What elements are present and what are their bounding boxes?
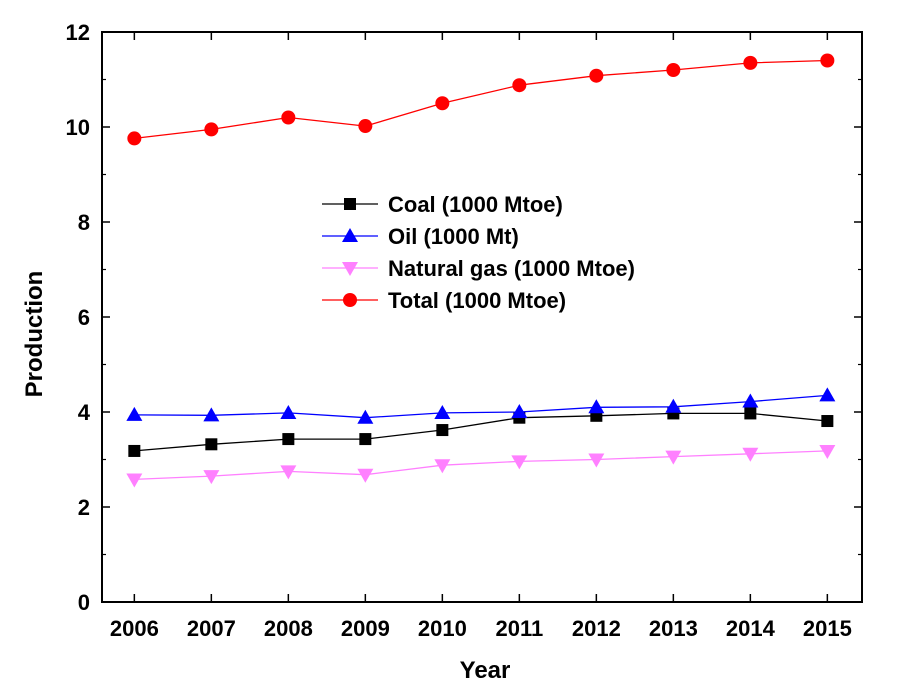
data-point xyxy=(203,470,220,485)
data-point xyxy=(435,96,450,111)
y-axis-title: Production xyxy=(21,271,48,398)
data-point xyxy=(359,433,372,446)
legend-label: Natural gas (1000 Mtoe) xyxy=(388,256,635,281)
data-point xyxy=(588,399,605,414)
data-point xyxy=(742,447,759,462)
data-point xyxy=(127,131,142,146)
data-point xyxy=(744,407,757,420)
data-point xyxy=(358,119,373,134)
legend-marker xyxy=(342,262,358,276)
data-point xyxy=(666,63,681,77)
data-point xyxy=(436,424,449,437)
y-tick-label: 6 xyxy=(78,305,90,330)
data-point xyxy=(819,444,836,459)
data-point xyxy=(203,407,220,422)
series-line xyxy=(134,412,828,452)
x-axis-title: Year xyxy=(460,657,511,684)
y-tick-label: 0 xyxy=(78,590,90,615)
y-tick-label: 10 xyxy=(66,115,90,140)
legend: Coal (1000 Mtoe) Oil (1000 Mt) Natural gas… xyxy=(322,192,635,313)
data-point xyxy=(588,453,605,468)
x-tick-label: 2012 xyxy=(572,616,621,641)
legend-entry: Natural gas (1000 Mtoe) xyxy=(322,256,635,281)
series-2 xyxy=(126,444,836,488)
y-tick-label: 4 xyxy=(78,400,91,425)
legend-entry: Total (1000 Mtoe) xyxy=(322,288,566,313)
data-point xyxy=(665,398,682,413)
x-tick-label: 2010 xyxy=(418,616,467,641)
series-line xyxy=(134,394,828,419)
data-point xyxy=(743,55,758,70)
legend-entry: Coal (1000 Mtoe) xyxy=(322,192,563,217)
data-point xyxy=(282,433,295,446)
x-tick-label: 2009 xyxy=(341,616,390,641)
y-tick-label: 12 xyxy=(66,20,90,45)
data-point xyxy=(434,404,451,419)
data-point xyxy=(204,122,219,137)
data-point xyxy=(742,393,759,408)
x-tick-label: 2013 xyxy=(649,616,698,641)
data-point xyxy=(128,444,141,457)
data-point xyxy=(820,53,835,68)
data-point xyxy=(665,450,682,465)
data-point xyxy=(589,68,604,83)
x-tick-label: 2014 xyxy=(726,616,776,641)
axes: 0 2 4 6 8 10 12 2006 2007 2008 2009 2010 2011 2012 201… xyxy=(66,20,862,641)
data-point xyxy=(126,406,143,421)
data-point xyxy=(281,110,296,125)
legend-label: Coal (1000 Mtoe) xyxy=(388,192,563,217)
y-tick-label: 8 xyxy=(78,210,90,235)
plot-frame xyxy=(101,31,863,603)
data-point xyxy=(357,409,374,424)
data-point xyxy=(819,387,836,402)
x-tick-label: 2008 xyxy=(264,616,313,641)
data-point xyxy=(126,473,143,488)
data-point xyxy=(205,438,218,451)
legend-marker xyxy=(344,198,356,210)
y-tick-label: 2 xyxy=(78,495,90,520)
legend-marker xyxy=(343,293,357,307)
x-tick-label: 2006 xyxy=(110,616,159,641)
legend-label: Oil (1000 Mt) xyxy=(388,224,519,249)
x-tick-label: 2007 xyxy=(187,616,236,641)
legend-label: Total (1000 Mtoe) xyxy=(388,288,566,313)
data-point xyxy=(512,78,527,93)
data-point xyxy=(821,415,834,428)
series-3 xyxy=(127,53,835,146)
data-point xyxy=(511,455,528,470)
legend-entry: Oil (1000 Mt) xyxy=(322,224,519,249)
x-tick-label: 2011 xyxy=(495,616,543,641)
series-line xyxy=(134,59,828,140)
legend-marker xyxy=(342,228,358,242)
data-point xyxy=(511,404,528,418)
x-tick-label: 2015 xyxy=(803,616,852,641)
data-point xyxy=(434,459,451,474)
data-point xyxy=(280,465,297,480)
series-1 xyxy=(126,387,836,424)
data-point xyxy=(357,468,374,483)
data-point xyxy=(280,404,297,419)
series-layer xyxy=(126,53,836,488)
series-line xyxy=(134,450,828,481)
